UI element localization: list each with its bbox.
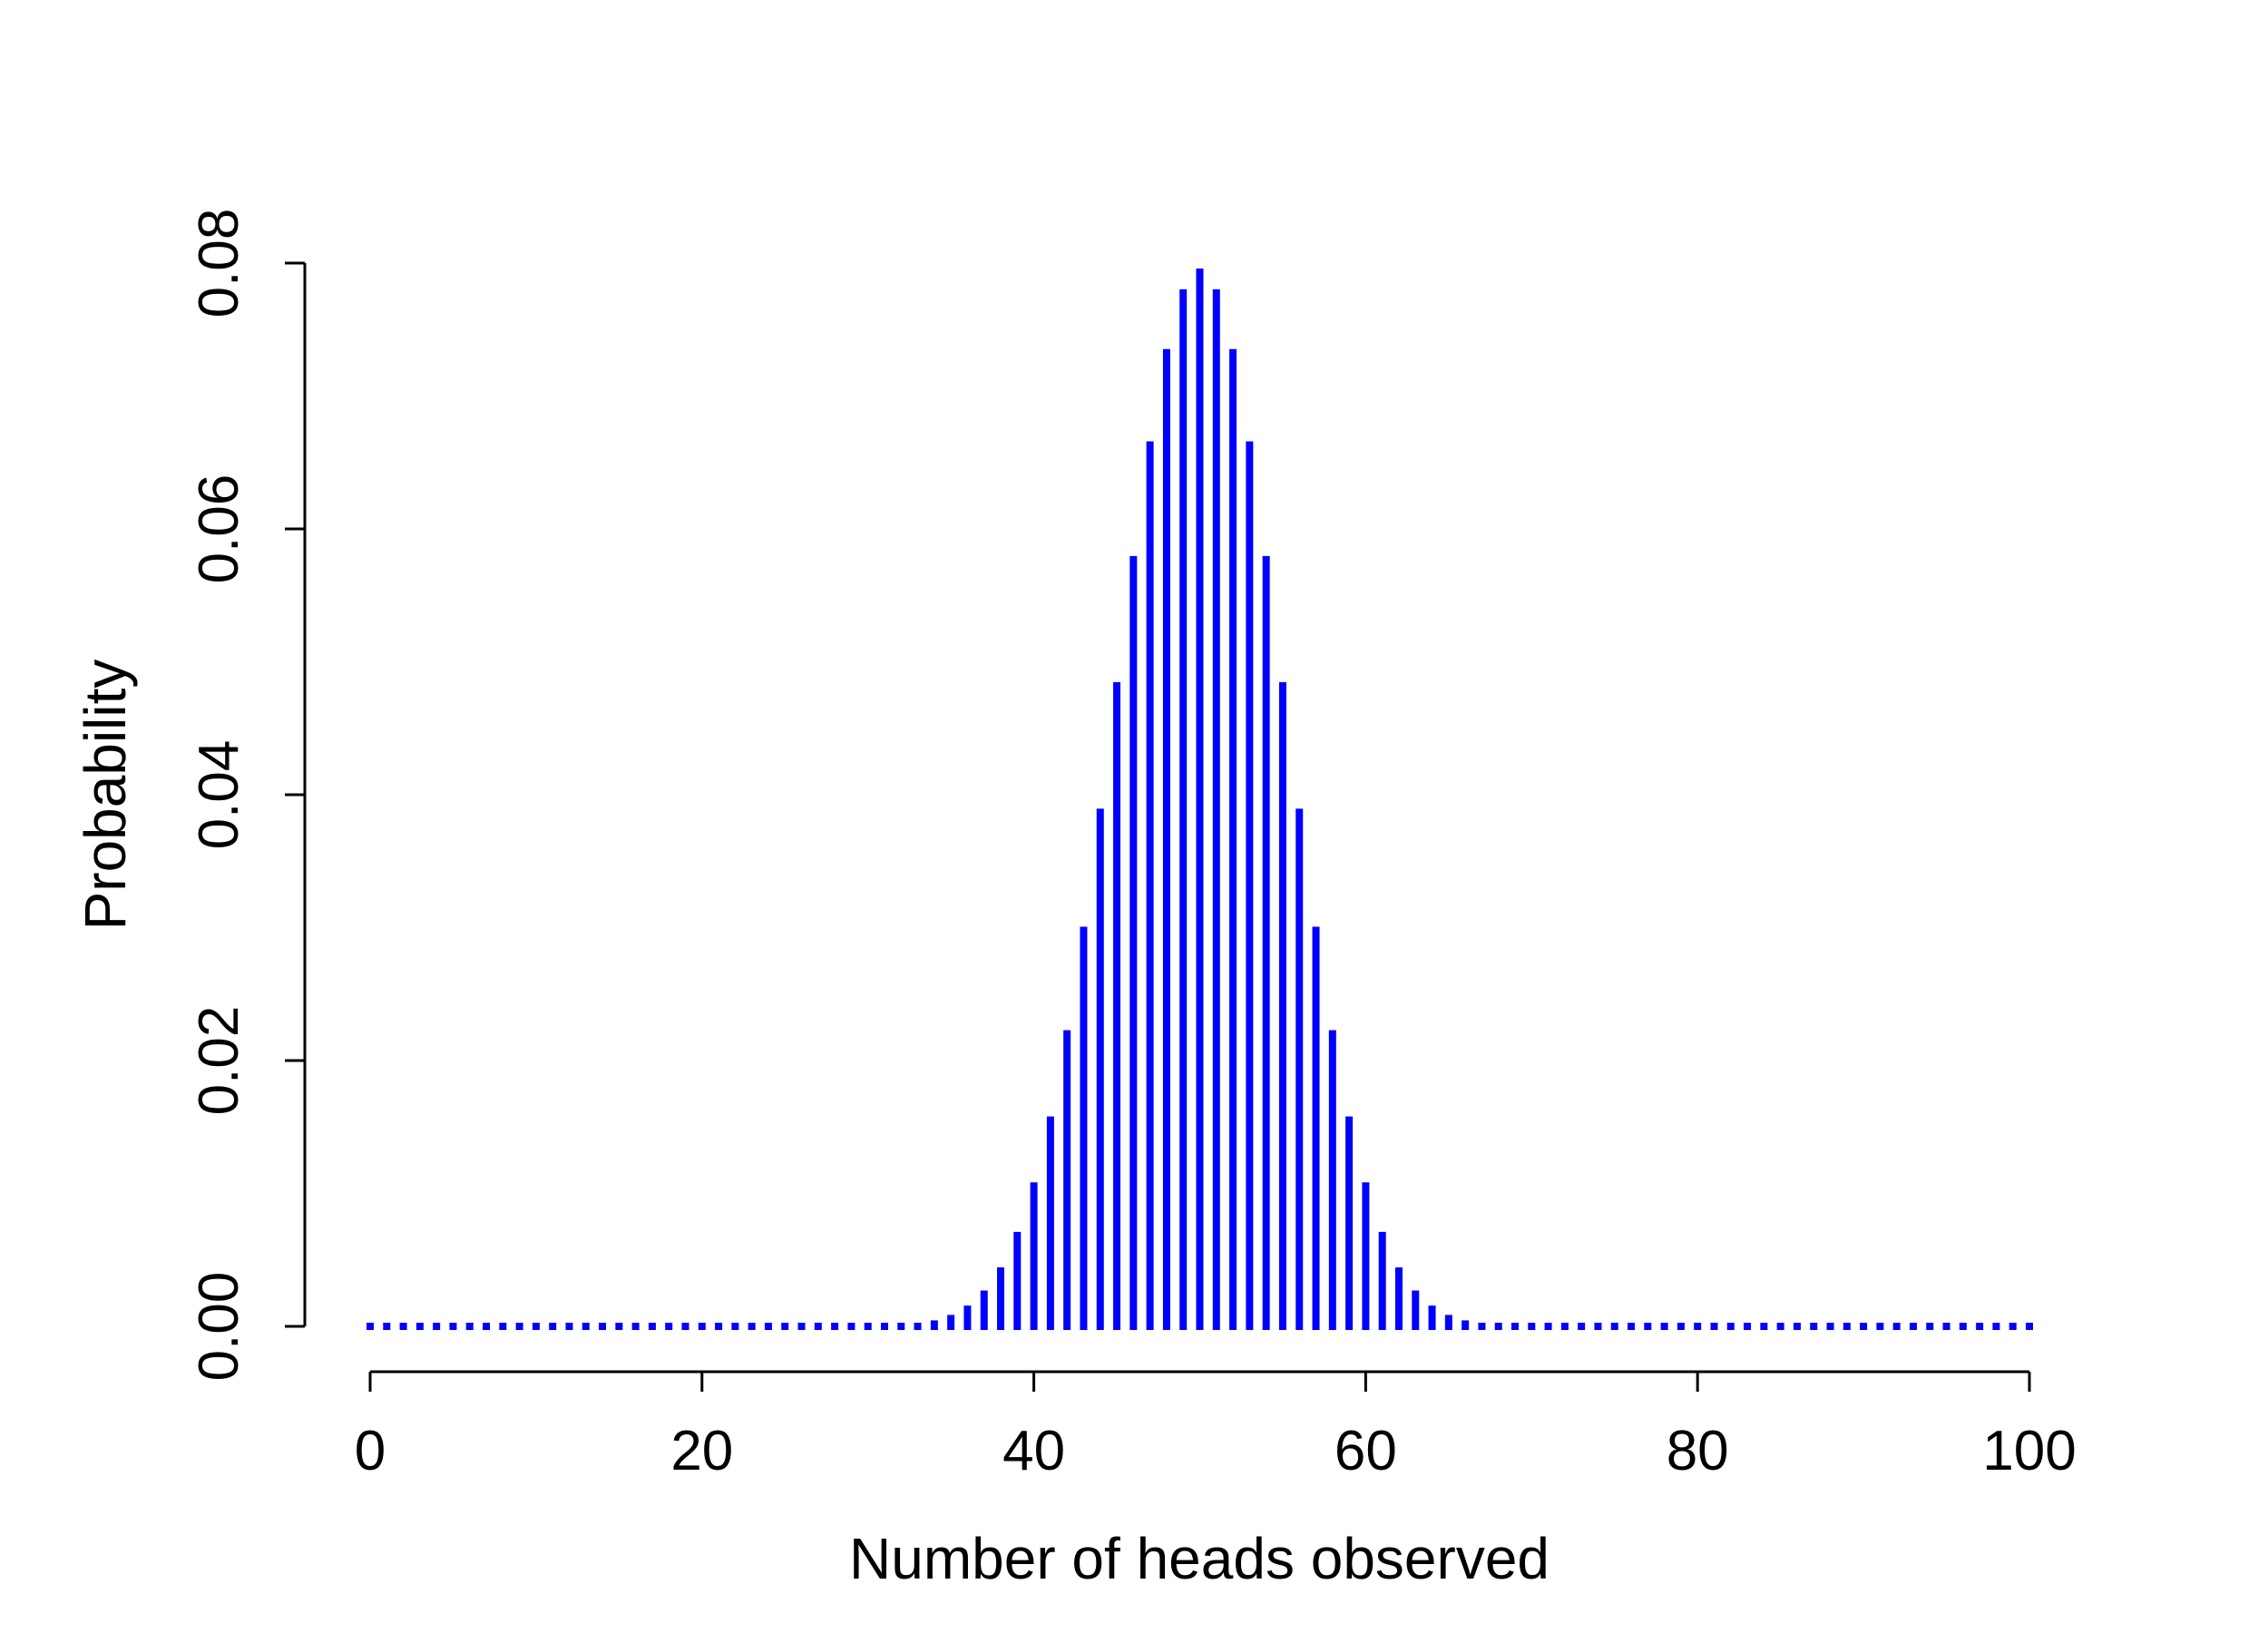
x-tick-label-100: 100	[1982, 1420, 2076, 1482]
y-tick-label-0.02: 0.02	[188, 1006, 250, 1116]
x-tick-label-0: 0	[355, 1420, 386, 1482]
x-tick-label-20: 20	[670, 1420, 733, 1482]
y-axis-ticks: 0.00 0.02 0.04 0.06 0.08	[188, 209, 305, 1382]
x-axis-ticks: 0 20 40 60 80 100	[355, 1372, 2077, 1482]
x-tick-label-40: 40	[1002, 1420, 1065, 1482]
x-tick-label-80: 80	[1667, 1420, 1729, 1482]
y-tick-label-0.00: 0.00	[188, 1272, 250, 1382]
y-tick-label-0.04: 0.04	[188, 740, 250, 850]
y-tick-label-0.08: 0.08	[188, 209, 250, 318]
y-axis-title: Probability	[73, 660, 138, 931]
y-tick-label-0.06: 0.06	[188, 474, 250, 584]
data-spikes	[367, 269, 2033, 1330]
x-axis-title: Number of heads observed	[849, 1526, 1549, 1591]
x-tick-label-60: 60	[1334, 1420, 1397, 1482]
